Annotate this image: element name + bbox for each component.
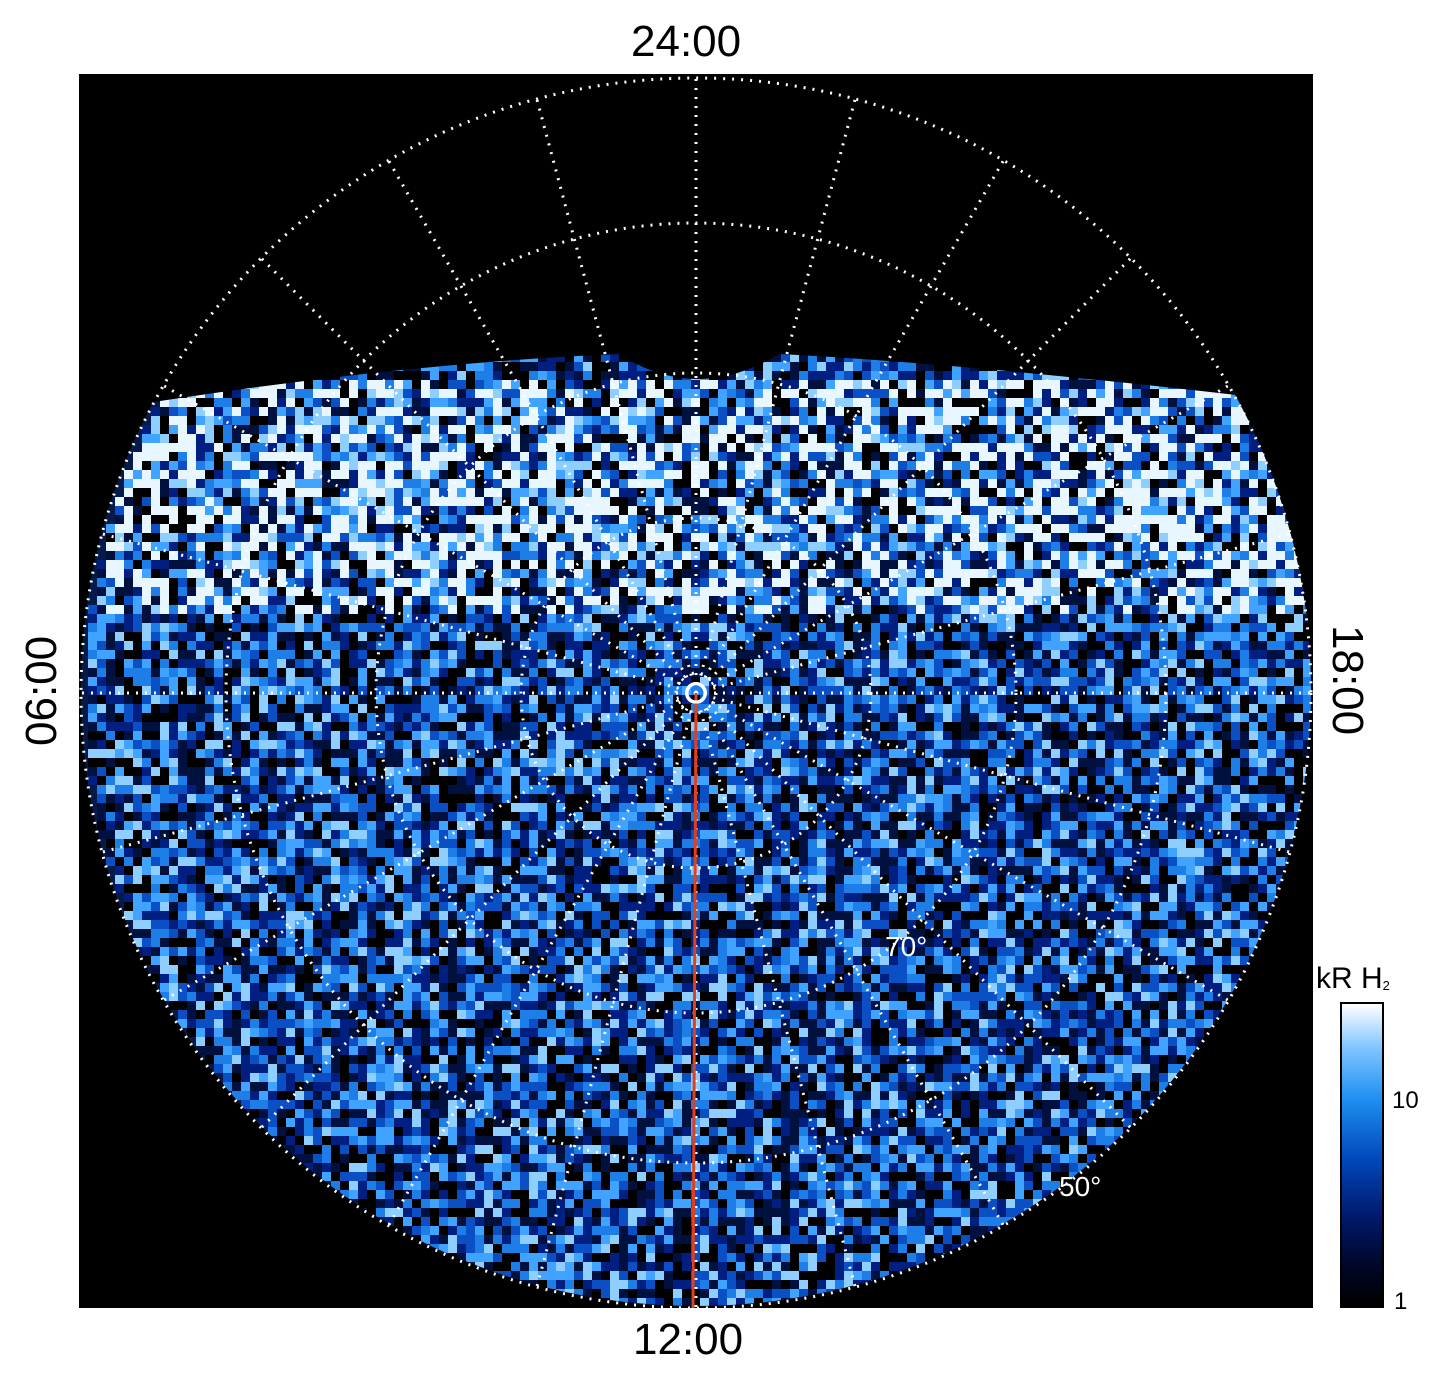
local-time-label-24: 24:00	[631, 17, 742, 66]
polar-projection-plot: 70° 50°	[79, 74, 1313, 1308]
pole-marker-icon	[685, 682, 707, 704]
colorbar-tick-1: 1	[1394, 1288, 1408, 1315]
latitude-label-50: 50°	[1059, 1171, 1101, 1202]
colorbar-tick-10: 10	[1392, 1087, 1419, 1114]
noon-meridian-line	[691, 692, 698, 1308]
auroral-emission-map	[81, 76, 1311, 1306]
local-time-label-06: 06:00	[17, 635, 66, 746]
colorbar	[1340, 1002, 1384, 1308]
local-time-label-18: 18:00	[1323, 625, 1372, 736]
local-time-label-12: 12:00	[633, 1315, 744, 1364]
latitude-longitude-grid	[79, 76, 1313, 1308]
colorbar-title: kR H2	[1316, 962, 1390, 995]
latitude-label-70: 70°	[885, 931, 927, 962]
